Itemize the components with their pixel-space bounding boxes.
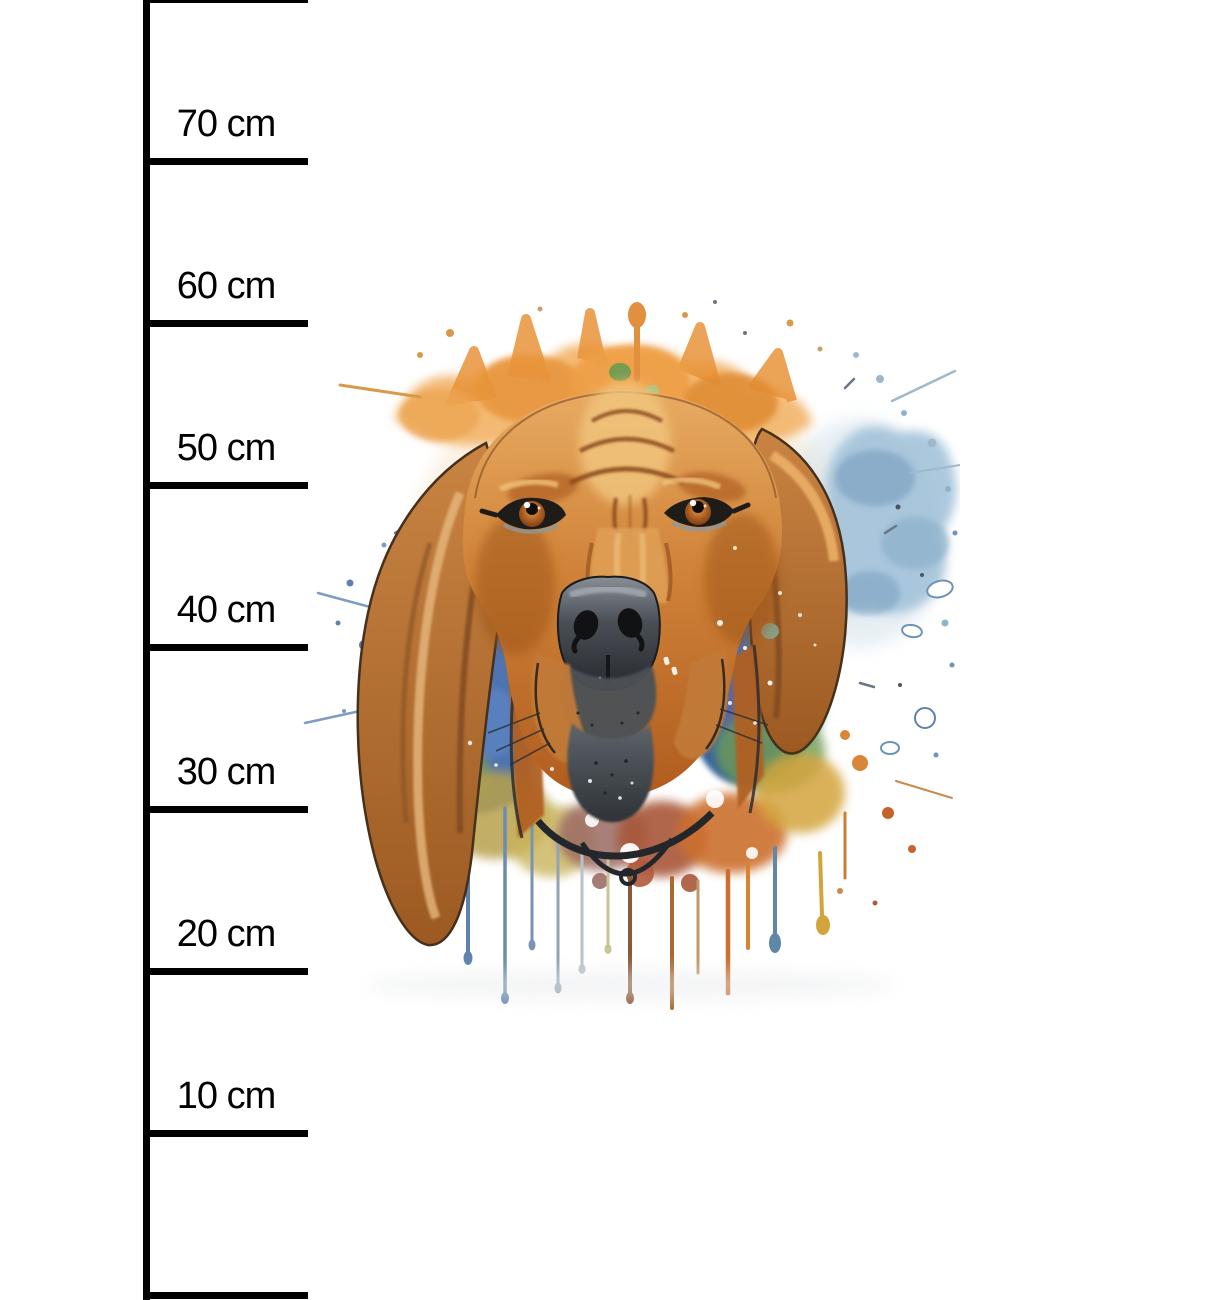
ruler-label-40cm: 40 cm (176, 589, 276, 631)
ruler-label-70cm: 70 cm (176, 103, 276, 145)
dog-mouth (530, 649, 729, 763)
ruler-label-10cm: 10 cm (176, 1075, 276, 1117)
size-ruler: 70 cm 60 cm 50 cm 40 cm 30 cm 20 cm 10 c… (0, 0, 320, 1300)
ruler-tick-60 (143, 320, 308, 327)
ruler-tick-30 (143, 806, 308, 813)
splash-steelblue-right (819, 426, 957, 755)
dog-portrait (356, 381, 848, 947)
dog-face-shading (475, 381, 780, 655)
ruler-label-20cm: 20 cm (176, 913, 276, 955)
dog-collar (535, 810, 715, 886)
ruler-tick-20 (143, 968, 308, 975)
dog-left-eye (479, 497, 566, 534)
ruler-tick-40 (143, 644, 308, 651)
dog-forehead-wrinkles (568, 409, 686, 543)
paint-drips (365, 791, 895, 1010)
ruler-tick-bottom-edge (143, 1292, 308, 1299)
ruler-label-50cm: 50 cm (176, 427, 276, 469)
dog-watercolor-artwork (303, 300, 960, 1010)
dog-right-eye (664, 497, 751, 532)
ruler-tick-10 (143, 1130, 308, 1137)
white-speckles (467, 546, 817, 771)
dog-whiskers (487, 708, 769, 766)
ruler-tick-50 (143, 482, 308, 489)
ruler-tick-top-edge (143, 0, 308, 3)
ruler-tick-70 (143, 158, 308, 165)
dog-nose (556, 575, 661, 692)
ruler-label-30cm: 30 cm (176, 751, 276, 793)
dog-chin (567, 723, 654, 823)
ruler-label-60cm: 60 cm (176, 265, 276, 307)
